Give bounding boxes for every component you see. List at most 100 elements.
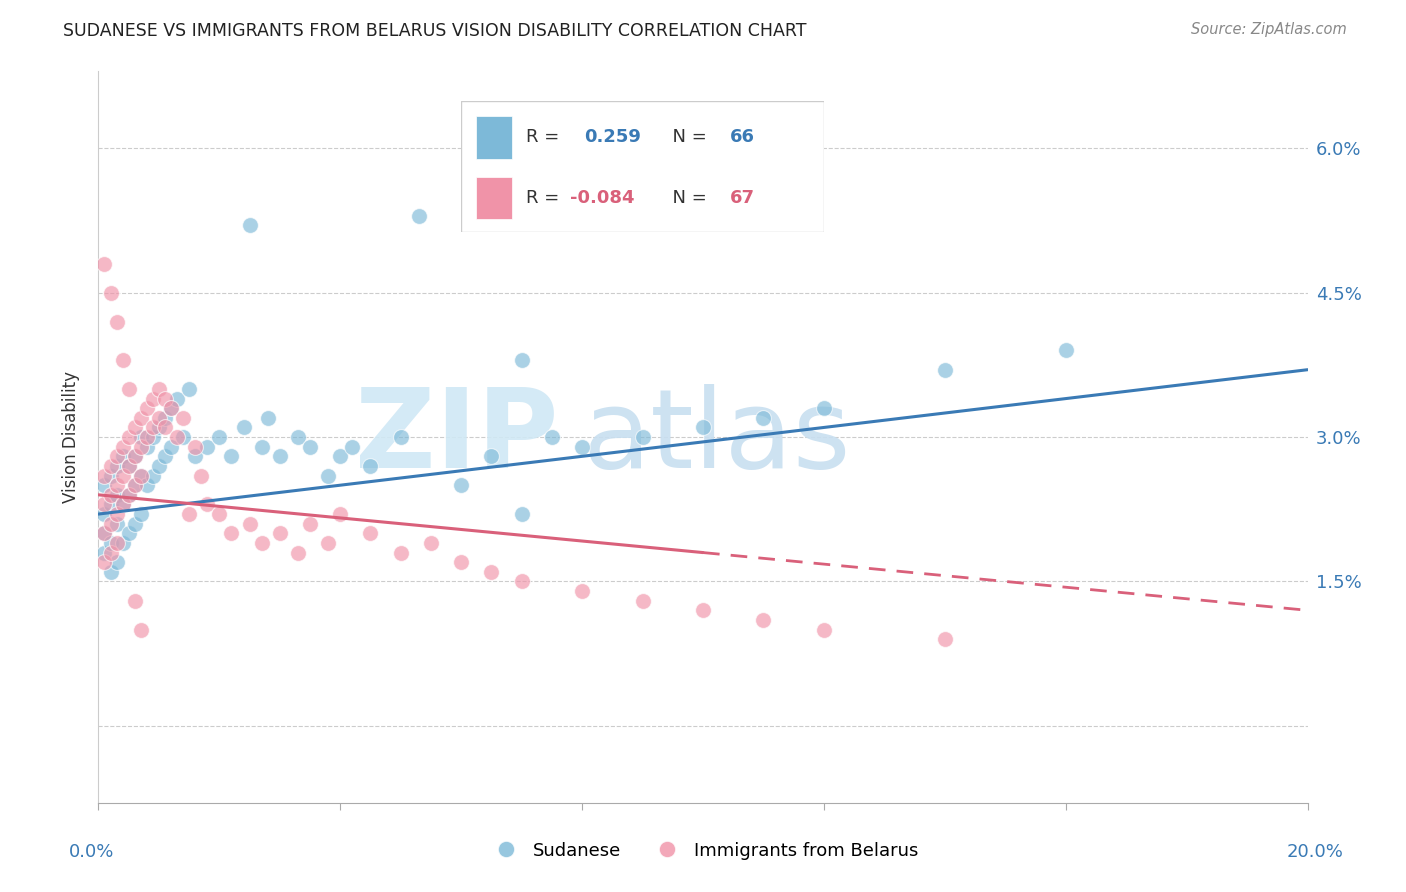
Point [221,526,243,541]
Point [287,430,309,444]
Point [360,458,382,473]
Point [752,410,775,425]
Text: Source: ZipAtlas.com: Source: ZipAtlas.com [1191,22,1347,37]
Point [1054,343,1077,358]
Point [111,440,134,454]
Point [153,410,176,425]
Text: ZIP: ZIP [354,384,558,491]
Legend: Sudanese, Immigrants from Belarus: Sudanese, Immigrants from Belarus [481,835,925,867]
Point [184,440,207,454]
Point [100,516,122,531]
Point [142,468,165,483]
Point [93,526,115,541]
Point [510,507,533,521]
Point [172,430,194,444]
Point [129,410,152,425]
Point [221,450,243,464]
Point [93,468,115,483]
Point [450,555,472,569]
Y-axis label: Vision Disability: Vision Disability [62,371,80,503]
Point [105,478,128,492]
Point [232,420,254,434]
Point [124,450,146,464]
Point [148,410,170,425]
Point [105,516,128,531]
Point [179,507,201,521]
Point [111,498,134,512]
Point [118,488,141,502]
Point [510,574,533,589]
Point [481,565,503,579]
Point [450,478,472,492]
Point [299,516,322,531]
Point [100,536,122,550]
Point [135,478,157,492]
Point [93,257,115,271]
Point [93,498,115,512]
Point [135,440,157,454]
Point [118,526,141,541]
Point [129,440,152,454]
Point [329,507,352,521]
Point [316,536,339,550]
Point [692,603,714,617]
Point [571,584,593,599]
Point [250,536,273,550]
Point [540,430,562,444]
Point [184,450,207,464]
Point [329,450,352,464]
Point [105,488,128,502]
Point [100,488,122,502]
Point [105,315,128,329]
Point [118,430,141,444]
Point [195,440,218,454]
Point [389,430,412,444]
Point [631,593,654,607]
Point [100,285,122,300]
Point [166,430,188,444]
Point [124,478,146,492]
Point [105,450,128,464]
Point [129,507,152,521]
Point [105,507,128,521]
Point [142,420,165,434]
Point [179,382,201,396]
Point [93,507,115,521]
Point [93,478,115,492]
Point [100,565,122,579]
Point [160,440,183,454]
Point [239,219,262,233]
Point [105,536,128,550]
Point [269,526,291,541]
Point [408,209,430,223]
Point [160,401,183,416]
Point [287,545,309,559]
Point [239,516,262,531]
Point [316,468,339,483]
Point [190,468,212,483]
Point [124,516,146,531]
Point [153,392,176,406]
Point [100,468,122,483]
Point [631,430,654,444]
Point [934,632,956,647]
Point [142,392,165,406]
Point [813,623,835,637]
Point [111,450,134,464]
Point [93,555,115,569]
Text: SUDANESE VS IMMIGRANTS FROM BELARUS VISION DISABILITY CORRELATION CHART: SUDANESE VS IMMIGRANTS FROM BELARUS VISI… [63,22,807,40]
Text: atlas: atlas [582,384,851,491]
Point [299,440,322,454]
Point [420,536,443,550]
Point [153,450,176,464]
Point [118,458,141,473]
Point [93,526,115,541]
Point [153,420,176,434]
Point [124,478,146,492]
Point [111,468,134,483]
Point [100,458,122,473]
Point [124,593,146,607]
Point [148,420,170,434]
Point [124,420,146,434]
Point [93,545,115,559]
